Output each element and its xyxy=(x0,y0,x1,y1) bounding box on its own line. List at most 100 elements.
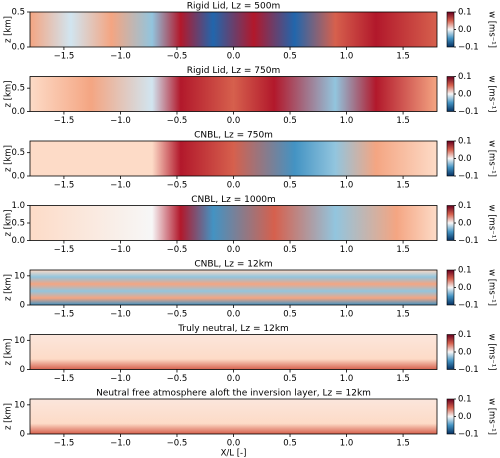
y-tick-label: 0.0 xyxy=(11,107,25,117)
x-tick-label: 0.5 xyxy=(283,374,297,384)
colorbar-tick-label: 0.0 xyxy=(458,283,472,293)
x-tick-label: −1.5 xyxy=(54,181,75,191)
field xyxy=(30,76,437,112)
x-tick-label: 1.5 xyxy=(396,374,410,384)
colorbar-label: w [ms⁻¹] xyxy=(487,269,497,306)
x-tick-label: 0.0 xyxy=(227,374,241,384)
y-tick-label: 0.5 xyxy=(11,8,25,18)
panel-title: Neutral free atmosphere aloft the invers… xyxy=(96,389,371,399)
x-tick-label: −0.5 xyxy=(167,181,188,191)
y-axis-label: z [km] xyxy=(4,81,14,108)
field xyxy=(30,141,437,176)
x-tick-label: 0.0 xyxy=(227,245,241,255)
x-tick-label: −0.5 xyxy=(167,116,188,126)
x-tick-label: 0.5 xyxy=(283,116,297,126)
x-tick-label: 0.0 xyxy=(227,310,241,320)
y-axis-label: z [km] xyxy=(4,403,14,430)
x-tick-label: 1.5 xyxy=(396,116,410,126)
x-tick-label: −0.5 xyxy=(167,310,188,320)
x-tick-label: 0.5 xyxy=(283,245,297,255)
x-tick-label: 0.0 xyxy=(227,52,241,62)
colorbar xyxy=(446,11,455,48)
colorbar-tick-label: 0.1 xyxy=(458,266,472,276)
colorbar-tick-label: −0.1 xyxy=(458,236,479,246)
x-tick-label: 1.5 xyxy=(396,245,410,255)
colorbar-tick-label: 0.0 xyxy=(458,348,472,358)
colorbar-label: w [ms⁻¹] xyxy=(487,398,497,435)
y-axis-label: z [km] xyxy=(4,339,14,366)
panel-title: Truly neutral, Lz = 12km xyxy=(177,324,289,334)
x-tick-label: −1.0 xyxy=(110,374,131,384)
colorbar xyxy=(446,269,455,306)
x-tick-label: −0.5 xyxy=(167,439,188,449)
y-axis-label: z [km] xyxy=(4,210,14,237)
y-tick-label: 10 xyxy=(14,400,25,410)
x-tick-label: −1.5 xyxy=(54,310,75,320)
colorbar xyxy=(446,140,455,177)
y-tick-label: 0.5 xyxy=(11,219,25,229)
x-tick-label: −1.0 xyxy=(110,245,131,255)
colorbar-tick-label: 0.0 xyxy=(458,154,472,164)
panel-title: CNBL, Lz = 750m xyxy=(194,131,273,141)
x-tick-label: −1.5 xyxy=(54,245,75,255)
colorbar xyxy=(446,398,455,435)
y-tick-label: 0 xyxy=(20,301,25,311)
colorbar-label: w [ms⁻¹] xyxy=(487,205,497,242)
x-tick-label: −1.0 xyxy=(110,52,131,62)
x-tick-label: 0.0 xyxy=(227,439,241,449)
x-tick-label: 1.0 xyxy=(340,245,354,255)
colorbar-tick-label: 0.0 xyxy=(458,412,472,422)
x-tick-label: −1.0 xyxy=(110,116,131,126)
y-tick-label: 0.0 xyxy=(11,172,25,182)
field xyxy=(30,12,437,47)
x-tick-label: 1.0 xyxy=(340,116,354,126)
panel-title: CNBL, Lz = 1000m xyxy=(191,195,276,205)
colorbar-tick-label: 0.1 xyxy=(458,330,472,340)
x-tick-label: −1.5 xyxy=(54,116,75,126)
y-tick-label: 0.5 xyxy=(11,148,25,158)
y-tick-label: 0.0 xyxy=(11,43,25,53)
field xyxy=(30,270,437,305)
x-tick-label: 1.5 xyxy=(396,181,410,191)
colorbar-tick-label: 0.0 xyxy=(458,219,472,229)
x-tick-label: 1.0 xyxy=(340,52,354,62)
y-tick-label: 10 xyxy=(14,271,25,281)
x-tick-label: 0.5 xyxy=(283,439,297,449)
colorbar-tick-label: −0.1 xyxy=(458,43,479,53)
x-axis-label: X/L [-] xyxy=(221,449,247,458)
x-tick-label: −1.0 xyxy=(110,310,131,320)
colorbar-tick-label: −0.1 xyxy=(458,430,479,440)
x-tick-label: 1.0 xyxy=(340,374,354,384)
y-tick-label: 0.5 xyxy=(11,84,25,94)
x-tick-label: 1.0 xyxy=(340,439,354,449)
colorbar-tick-label: 0.1 xyxy=(458,137,472,147)
x-tick-label: −1.0 xyxy=(110,439,131,449)
x-tick-label: 0.0 xyxy=(227,116,241,126)
colorbar xyxy=(446,334,455,370)
y-axis-label: z [km] xyxy=(4,274,14,301)
colorbar-tick-label: 0.1 xyxy=(458,395,472,405)
x-tick-label: 1.5 xyxy=(396,52,410,62)
panel-title: Rigid Lid, Lz = 500m xyxy=(187,2,280,12)
colorbar-label: w [ms⁻¹] xyxy=(487,11,497,48)
field xyxy=(30,334,437,370)
y-tick-label: 1.0 xyxy=(11,201,25,211)
colorbar-tick-label: 0.0 xyxy=(458,90,472,100)
x-tick-label: 1.5 xyxy=(396,310,410,320)
x-tick-label: 0.5 xyxy=(283,52,297,62)
x-tick-label: 0.0 xyxy=(227,181,241,191)
y-axis-label: z [km] xyxy=(4,16,14,43)
colorbar-tick-label: −0.1 xyxy=(458,107,479,117)
x-tick-label: 0.5 xyxy=(283,181,297,191)
y-axis-label: z [km] xyxy=(4,145,14,172)
x-tick-label: −1.5 xyxy=(54,374,75,384)
x-tick-label: 0.5 xyxy=(283,310,297,320)
y-tick-label: 0 xyxy=(20,430,25,440)
colorbar xyxy=(446,205,455,241)
panel-title: CNBL, Lz = 12km xyxy=(194,260,272,270)
colorbar-tick-label: 0.1 xyxy=(458,201,472,211)
x-tick-label: 1.0 xyxy=(340,310,354,320)
panel-title: Rigid Lid, Lz = 750m xyxy=(187,66,280,76)
colorbar-tick-label: −0.1 xyxy=(458,301,479,311)
